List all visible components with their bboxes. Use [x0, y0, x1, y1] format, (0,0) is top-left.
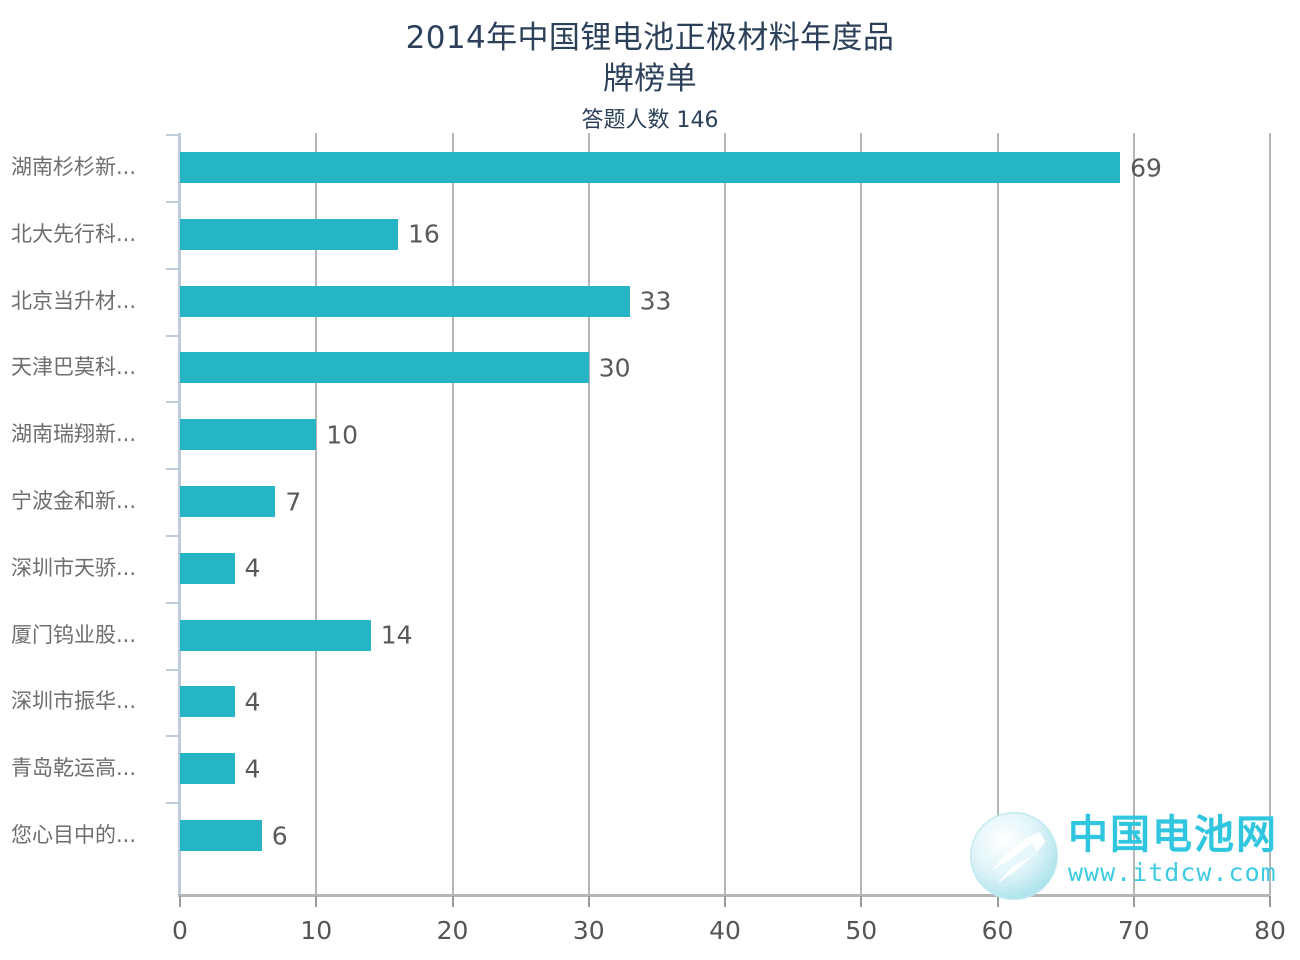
bar-value-label: 10 [326, 420, 359, 450]
x-axis-tick [860, 896, 863, 907]
bar [180, 419, 317, 451]
x-axis-tick-label: 60 [981, 916, 1014, 945]
bar [180, 686, 235, 718]
x-axis-tick-label: 80 [1254, 916, 1286, 945]
y-axis-tick [166, 468, 178, 471]
x-axis-tick [724, 896, 726, 907]
gridline [1269, 133, 1271, 895]
bar-row: 北大先行科... 16 [11, 200, 1270, 250]
gridline [996, 133, 999, 895]
x-axis-tick-label: 0 [172, 916, 188, 945]
chart-title-block: 2014年中国锂电池正极材料年度品 牌榜单 答题人数 146 [0, 18, 1300, 135]
bar [180, 218, 398, 250]
category-label: 深圳市天骄... [10, 555, 136, 580]
bar-row: 湖南杉杉新... 69 [11, 134, 1270, 183]
x-axis-tick [451, 896, 454, 907]
x-axis-line [178, 894, 1270, 897]
category-label: 深圳市振华... [10, 689, 136, 714]
x-axis-tick-label: 70 [1117, 916, 1150, 945]
bar-value-label: 4 [244, 687, 261, 717]
category-label: 天津巴莫科... [10, 355, 136, 380]
category-label: 北京当升材... [10, 288, 136, 313]
bar-row: 青岛乾运高... 4 [11, 735, 1270, 785]
bar-value-label: 14 [380, 620, 413, 650]
x-axis-tick-label: 10 [300, 916, 333, 945]
bar [180, 552, 235, 584]
bar-value-label: 4 [244, 553, 261, 583]
bar-value-label: 30 [598, 353, 631, 383]
category-label: 宁波金和新... [10, 489, 136, 513]
chart-title-line2: 牌榜单 [602, 60, 698, 97]
bar-value-label: 69 [1130, 153, 1162, 182]
bar [180, 285, 630, 317]
gridline [1132, 133, 1135, 895]
bar-value-label: 16 [408, 219, 440, 249]
chart-title-line1: 2014年中国锂电池正极材料年度品 [405, 20, 895, 56]
bar [180, 486, 276, 517]
chart-subtitle: 答题人数 146 [581, 107, 719, 133]
x-axis-tick [587, 896, 590, 907]
bar [180, 820, 262, 851]
bar-row: 天津巴莫科... 30 [11, 334, 1270, 384]
x-axis-tick [1132, 896, 1135, 907]
x-axis-tick [315, 896, 318, 907]
bar [180, 152, 1121, 183]
bar [180, 352, 589, 384]
bar-row: 厦门钨业股... 14 [11, 601, 1270, 651]
y-axis-tick [166, 601, 178, 604]
gridline [860, 133, 863, 895]
y-axis-tick [166, 802, 178, 805]
category-label: 北大先行科... [10, 221, 136, 246]
bar [180, 619, 371, 651]
y-axis-tick [166, 668, 178, 671]
bar-row: 您心目中的... 6 [11, 802, 1270, 851]
y-axis-line [178, 133, 181, 895]
bar-value-label: 4 [244, 754, 261, 784]
y-axis-tick [166, 735, 178, 738]
x-axis-tick-label: 30 [572, 916, 605, 945]
gridline [451, 133, 454, 895]
x-axis-tick [1269, 896, 1271, 907]
x-axis-tick-label: 20 [436, 916, 469, 945]
x-axis-tick [179, 896, 181, 907]
x-axis-tick-label: 50 [845, 916, 878, 945]
bar-row: 深圳市振华... 4 [11, 668, 1270, 718]
bar-value-label: 6 [271, 821, 288, 850]
bar-row: 湖南瑞翔新... 10 [11, 401, 1270, 451]
chart-title: 2014年中国锂电池正极材料年度品 牌榜单 [330, 18, 970, 100]
bar-row: 宁波金和新... 7 [11, 468, 1270, 517]
gridline [315, 133, 318, 895]
y-axis-tick [166, 534, 178, 537]
y-axis-tick [166, 401, 178, 404]
y-axis-tick [166, 134, 178, 137]
category-label: 湖南瑞翔新... [10, 422, 136, 447]
plot-area: 0 10 20 30 40 50 60 70 80 湖南杉杉新... 69 北大先行科... 16 北京… [11, 133, 1286, 945]
category-label: 青岛乾运高... [10, 756, 136, 781]
gridline [724, 133, 726, 895]
bar-value-label: 7 [285, 487, 302, 516]
y-axis-tick [166, 334, 178, 337]
x-axis-tick [996, 896, 999, 907]
gridline [587, 133, 590, 895]
bar-value-label: 33 [639, 286, 672, 316]
bar-row: 北京当升材... 33 [11, 267, 1270, 317]
y-axis-tick [166, 267, 178, 270]
x-axis-tick-label: 40 [709, 916, 741, 945]
bar [180, 753, 235, 785]
category-label: 厦门钨业股... [10, 622, 136, 647]
category-label: 您心目中的... [10, 823, 136, 847]
y-axis-tick [166, 200, 178, 203]
bar-row: 深圳市天骄... 4 [11, 534, 1270, 584]
category-label: 湖南杉杉新... [10, 155, 136, 179]
